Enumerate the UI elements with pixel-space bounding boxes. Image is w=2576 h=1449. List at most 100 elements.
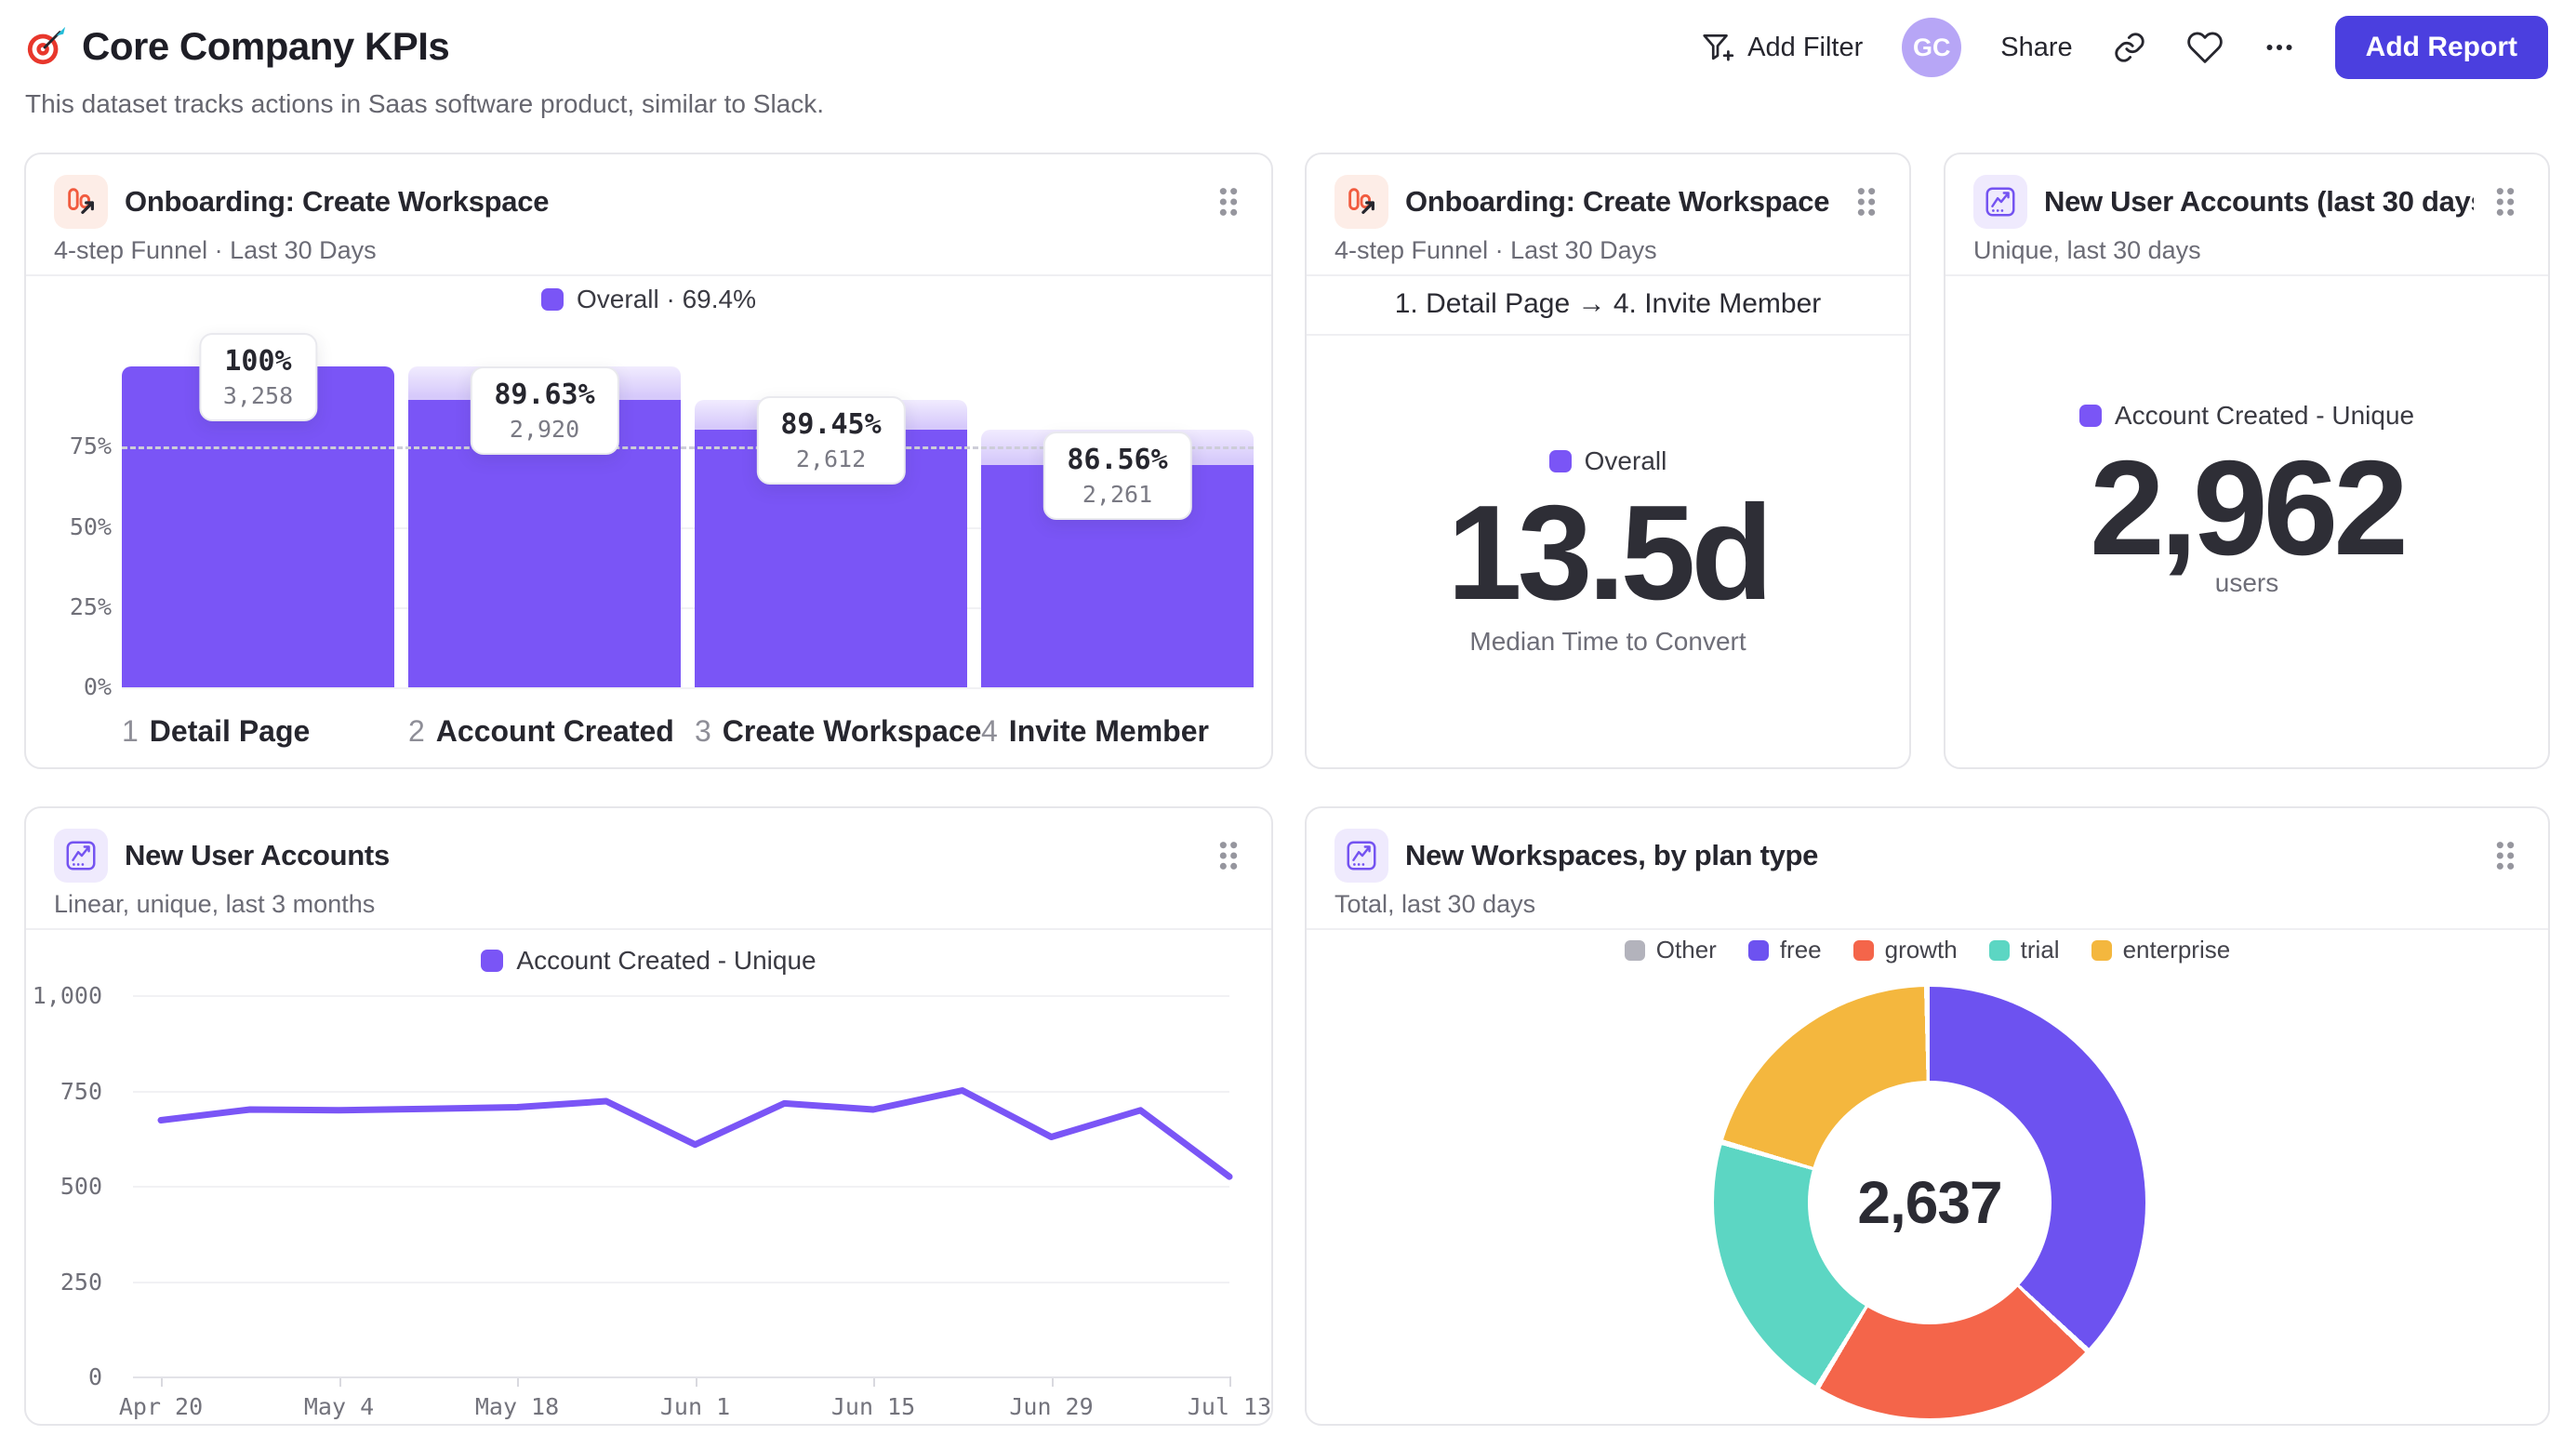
step-conversion-pct: 89.63%: [494, 378, 595, 411]
x-axis-label: Jul 13: [1187, 1393, 1272, 1420]
divider: [1945, 274, 2548, 276]
drag-handle-icon[interactable]: [1214, 836, 1243, 875]
trend-line[interactable]: [26, 808, 1275, 1428]
card-title: New Workspaces, by plan type: [1405, 839, 1819, 871]
legend-label: Account Created - Unique: [2114, 401, 2415, 430]
x-axis-label: Apr 20: [118, 1393, 204, 1420]
legend-item-enterprise[interactable]: enterprise: [2091, 936, 2231, 964]
legend-swatch: [1624, 939, 1645, 961]
y-axis-label: 25%: [69, 592, 112, 620]
x-axis-tick: [339, 1376, 341, 1387]
page-subtitle: This dataset tracks actions in Saas soft…: [25, 89, 825, 118]
funnel-legend: Overall · 69.4%: [26, 285, 1271, 314]
funnel-card: Onboarding: Create Workspace 4-step Funn…: [24, 153, 1273, 769]
more-options-icon[interactable]: [2263, 31, 2296, 64]
add-report-button[interactable]: Add Report: [2334, 16, 2548, 79]
legend-item-trial[interactable]: trial: [1988, 936, 2060, 964]
metric-legend: Account Created - Unique: [1945, 401, 2548, 431]
funnel-bar-value-label: 89.45% 2,612: [756, 396, 906, 485]
x-axis-tick: [873, 1376, 875, 1387]
link-icon[interactable]: [2112, 30, 2147, 65]
y-axis-label: 250: [60, 1268, 102, 1296]
time-to-convert-card: Onboarding: Create Workspace 4-step Funn…: [1305, 153, 1911, 769]
gridline: [133, 995, 1229, 997]
divider: [26, 274, 1271, 276]
metric-value: 13.5d: [1447, 477, 1773, 628]
gridline: [133, 1281, 1229, 1283]
step-name: Account Created: [435, 714, 674, 748]
x-axis-tick: [1051, 1376, 1054, 1387]
metric-caption: users: [2214, 568, 2279, 597]
funnel-step-label: 2 Account Created: [408, 714, 674, 749]
gridline: [133, 1376, 1229, 1378]
card-subtitle: 4-step Funnel · Last 30 Days: [1334, 236, 1657, 264]
add-filter-button[interactable]: Add Filter: [1700, 30, 1863, 65]
line-chart[interactable]: 1,000 750 500 250 0 Apr 20 May 4 May 18 Jun 1 Jun…: [26, 808, 1271, 1424]
step-count: 2,920: [509, 415, 580, 443]
card-title: New User Accounts: [125, 839, 390, 871]
step-name: Create Workspace: [722, 714, 982, 748]
funnel-chart: 75% 50% 25% 0% 100% 3,258 1 Detail Page 89.63% 2,…: [26, 154, 1271, 767]
x-axis-label: May 4: [303, 1393, 375, 1420]
x-axis-label: Jun 1: [659, 1393, 731, 1420]
card-subtitle: 4-step Funnel · Last 30 Days: [54, 236, 377, 264]
gridline: [133, 1090, 1229, 1093]
legend-swatch: [2091, 939, 2112, 961]
card-title: Onboarding: Create Workspace: [1405, 185, 1830, 218]
gridline: [122, 687, 1254, 689]
drag-handle-icon[interactable]: [1214, 182, 1243, 221]
step-name: Detail Page: [149, 714, 311, 748]
y-axis-label: 50%: [69, 512, 112, 540]
legend-swatch: [541, 288, 564, 311]
page-title: Core Company KPIs: [82, 24, 450, 68]
insights-chart-icon: [1334, 829, 1388, 883]
legend-swatch: [1548, 450, 1572, 472]
line-legend: Account Created - Unique: [26, 946, 1271, 976]
x-axis-label: May 18: [474, 1393, 560, 1420]
add-filter-label: Add Filter: [1747, 32, 1864, 62]
funnel-bar-value-label: 89.63% 2,920: [470, 366, 619, 455]
y-axis-label: 1,000: [32, 982, 102, 1009]
step-index: 2: [408, 714, 425, 748]
donut-legend: Other free growth trial enterprise: [1307, 936, 2548, 964]
legend-swatch: [1852, 939, 1874, 961]
legend-item-free[interactable]: free: [1747, 936, 1822, 964]
metric-value: 2,962: [2090, 432, 2409, 583]
workspaces-by-plan-card: New Workspaces, by plan type Total, last…: [1305, 806, 2550, 1426]
legend-label: enterprise: [2122, 936, 2231, 964]
divider: [1307, 928, 2548, 930]
funnel-step-label: 4 Invite Member: [981, 714, 1209, 749]
legend-label: Account Created - Unique: [516, 946, 817, 975]
share-button[interactable]: Share: [2000, 32, 2073, 62]
step-name: Invite Member: [1008, 714, 1209, 748]
donut-total: 2,637: [1857, 1169, 2002, 1236]
filter-icon: [1700, 30, 1735, 65]
funnel-report-icon: [54, 175, 108, 229]
donut-chart[interactable]: 2,637: [1714, 987, 2145, 1418]
divider: [1307, 334, 1909, 336]
funnel-bar-value-label: 86.56% 2,261: [1042, 431, 1192, 520]
legend-swatch: [1988, 939, 2010, 961]
funnel-step-label: 1 Detail Page: [122, 714, 310, 749]
drag-handle-icon[interactable]: [2490, 836, 2520, 875]
step-index: 4: [981, 714, 998, 748]
legend-item-other[interactable]: Other: [1624, 936, 1717, 964]
legend-label: growth: [1884, 936, 1958, 964]
drag-handle-icon[interactable]: [1852, 182, 1881, 221]
avatar[interactable]: GC: [1902, 18, 1962, 77]
legend-item-growth[interactable]: growth: [1852, 936, 1958, 964]
guide-dashed-line: [122, 446, 1254, 450]
insights-chart-icon: [54, 829, 108, 883]
metric-caption: Median Time to Convert: [1469, 627, 1746, 656]
legend-label: Overall · 69.4%: [577, 285, 756, 313]
step-index: 3: [695, 714, 711, 748]
drag-handle-icon[interactable]: [2490, 182, 2520, 221]
x-axis-tick: [1229, 1376, 1231, 1387]
metric-legend: Overall: [1307, 446, 1909, 476]
favorite-heart-icon[interactable]: [2186, 29, 2224, 66]
card-subtitle: Unique, last 30 days: [1973, 236, 2201, 264]
funnel-range: 1. Detail Page → 4. Invite Member: [1394, 288, 1822, 319]
gridline: [122, 526, 1254, 529]
new-user-accounts-card: New User Accounts (last 30 days) Unique,…: [1944, 153, 2550, 769]
legend-label: Other: [1655, 936, 1717, 964]
